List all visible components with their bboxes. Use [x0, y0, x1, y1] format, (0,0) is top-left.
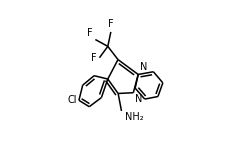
Text: F: F: [91, 53, 96, 63]
Text: F: F: [87, 28, 92, 38]
Text: N: N: [135, 94, 142, 104]
Text: Cl: Cl: [67, 95, 77, 105]
Text: N: N: [140, 62, 147, 72]
Text: F: F: [108, 19, 114, 29]
Text: NH₂: NH₂: [124, 112, 143, 123]
